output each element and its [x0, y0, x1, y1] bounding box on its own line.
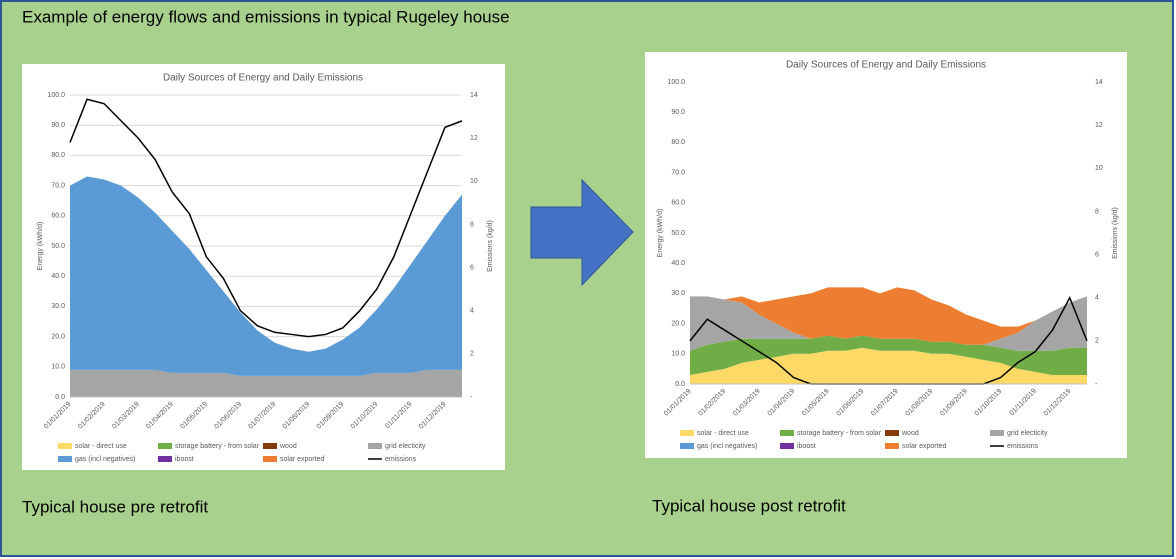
- legend-swatch: [780, 443, 794, 449]
- y2-tick-label: 6: [470, 264, 474, 271]
- legend-label: emissions: [1007, 443, 1039, 450]
- y-tick-label: 100.0: [667, 79, 685, 86]
- legend-swatch: [990, 430, 1004, 436]
- y2-tick-label: 8: [1095, 208, 1099, 215]
- arrow: [530, 178, 634, 287]
- legend-swatch: [680, 430, 694, 436]
- legend-swatch: [263, 456, 277, 462]
- y-axis-title: Energy (kWh/d): [37, 222, 44, 271]
- legend-swatch: [885, 443, 899, 449]
- y2-tick-label: 12: [470, 135, 478, 142]
- legend-swatch: [680, 443, 694, 449]
- y2-tick-label: 4: [1095, 295, 1099, 302]
- legend-label: solar exported: [902, 443, 946, 450]
- energy-area: [690, 287, 1087, 345]
- energy-area: [690, 347, 1087, 384]
- y-tick-label: 20.0: [671, 320, 685, 327]
- legend-label: emissions: [385, 456, 417, 463]
- emissions-line: [69, 98, 463, 338]
- y2-tick-label: 8: [470, 221, 474, 228]
- y-tick-label: 30.0: [671, 290, 685, 297]
- y-tick-label: 20.0: [51, 333, 65, 340]
- legend-swatch: [780, 430, 794, 436]
- y2-tick-label: 6: [1095, 251, 1099, 258]
- legend-label: solar - direct use: [75, 443, 127, 450]
- y2-tick-label: 10: [470, 178, 478, 185]
- y-tick-label: 70.0: [671, 169, 685, 176]
- y-tick-label: 90.0: [671, 109, 685, 116]
- y2-axis-title: Emissions (kg/d): [1112, 207, 1119, 259]
- legend-swatch: [158, 456, 172, 462]
- y-tick-label: 10.0: [671, 351, 685, 358]
- y2-tick-label: 12: [1095, 122, 1103, 129]
- y-tick-label: 50.0: [51, 243, 65, 250]
- y2-tick-label: -: [470, 394, 473, 401]
- legend-label: solar exported: [280, 456, 324, 463]
- y2-tick-label: 2: [470, 351, 474, 358]
- legend-label: iboost: [797, 443, 816, 450]
- legend-label: solar - direct use: [697, 430, 749, 437]
- y-tick-label: 80.0: [51, 152, 65, 159]
- y-tick-label: 10.0: [51, 364, 65, 371]
- y2-tick-label: 14: [470, 92, 478, 99]
- legend-label: wood: [901, 430, 919, 437]
- y-axis-title: Energy (kWh/d): [657, 209, 664, 258]
- legend-swatch: [263, 443, 277, 449]
- y-tick-label: 0.0: [55, 394, 65, 401]
- energy-area: [70, 369, 462, 397]
- y-tick-label: 30.0: [51, 303, 65, 310]
- y2-tick-label: 10: [1095, 165, 1103, 172]
- y2-tick-label: 2: [1095, 338, 1099, 345]
- energy-area: [690, 296, 1087, 351]
- y-tick-label: 50.0: [671, 230, 685, 237]
- legend-label: iboost: [175, 456, 194, 463]
- y-tick-label: 90.0: [51, 122, 65, 129]
- legend-swatch: [58, 443, 72, 449]
- legend-swatch: [885, 430, 899, 436]
- legend-label: storage battery - from solar: [175, 443, 260, 450]
- y2-tick-label: 4: [470, 308, 474, 315]
- caption: Typical house pre retrofit: [22, 497, 208, 516]
- y2-tick-label: -: [1095, 381, 1098, 388]
- legend-label: gas (incl negatives): [697, 443, 757, 450]
- y-tick-label: 0.0: [675, 381, 685, 388]
- y-tick-label: 40.0: [51, 273, 65, 280]
- y2-axis-title: Emissions (kg/d): [487, 220, 494, 272]
- legend-label: gas (incl negatives): [75, 456, 135, 463]
- chart-box: [645, 52, 1127, 458]
- y-tick-label: 60.0: [51, 213, 65, 220]
- y2-tick-label: 14: [1095, 79, 1103, 86]
- legend-swatch: [158, 443, 172, 449]
- y-tick-label: 100.0: [47, 92, 65, 99]
- legend-swatch: [58, 456, 72, 462]
- legend-label: storage battery - from solar: [797, 430, 882, 437]
- y-tick-label: 70.0: [51, 182, 65, 189]
- legend-label: grid electicity: [1007, 430, 1048, 437]
- y-tick-label: 60.0: [671, 200, 685, 207]
- y-tick-label: 40.0: [671, 260, 685, 267]
- caption: Typical house post retrofit: [652, 496, 846, 515]
- energy-area: [70, 176, 462, 376]
- legend-swatch: [368, 443, 382, 449]
- chart-title: Daily Sources of Energy and Daily Emissi…: [786, 60, 986, 71]
- energy-area: [690, 335, 1087, 375]
- chart-title: Daily Sources of Energy and Daily Emissi…: [163, 73, 363, 84]
- y-tick-label: 80.0: [671, 139, 685, 146]
- legend-label: grid electicity: [385, 443, 426, 450]
- slide-title: Example of energy flows and emissions in…: [22, 7, 510, 26]
- legend-label: wood: [279, 443, 297, 450]
